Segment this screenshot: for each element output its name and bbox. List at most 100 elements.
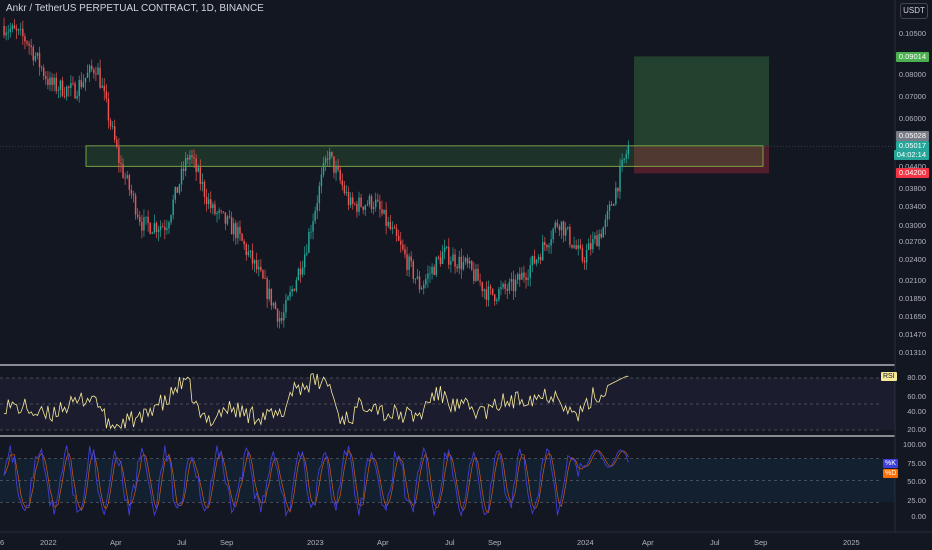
stoch-label: 0.00: [911, 512, 926, 521]
price-label: 0.07000: [898, 92, 926, 101]
candle-body: [621, 159, 623, 167]
candle-body: [542, 242, 544, 261]
candle-body: [577, 245, 579, 249]
candle-body: [53, 77, 55, 85]
candle-body: [32, 47, 35, 61]
candle-body: [335, 166, 337, 173]
countdown-tag: 04:02:14: [893, 150, 929, 160]
candle-body: [143, 217, 145, 231]
candle-body: [445, 246, 448, 248]
candle-body: [575, 245, 577, 249]
candle-body: [525, 277, 527, 280]
candle-body: [562, 221, 565, 236]
candle-body: [592, 239, 594, 250]
price-label: 0.03000: [898, 221, 926, 230]
candle-body: [383, 209, 385, 214]
candle-body: [249, 250, 252, 252]
candle-body: [20, 28, 22, 30]
candle-body: [514, 279, 517, 292]
candle-body: [377, 199, 379, 202]
currency-button[interactable]: USDT: [900, 3, 928, 19]
rsi-label: 80.00: [907, 373, 926, 382]
candle-body: [443, 247, 446, 252]
candle-body: [441, 251, 444, 265]
candle-body: [356, 203, 358, 212]
candle-body: [264, 278, 266, 279]
candle-body: [78, 80, 80, 97]
candle-body: [15, 28, 18, 31]
candle-body: [579, 245, 582, 249]
candle-body: [331, 151, 333, 157]
candle-body: [228, 216, 231, 218]
stoch-pane[interactable]: [0, 445, 895, 518]
candle-body: [397, 235, 400, 241]
candle-body: [333, 156, 335, 173]
candle-body: [101, 85, 103, 88]
candle-body: [587, 243, 590, 250]
candle-body: [324, 158, 327, 163]
candle-body: [550, 239, 552, 246]
candle-body: [80, 80, 83, 88]
candle-body: [72, 83, 74, 85]
candle-body: [345, 192, 348, 194]
time-label: Jul: [177, 538, 187, 547]
candle-body: [47, 79, 49, 85]
candle-body: [414, 278, 417, 280]
candle-body: [489, 286, 492, 289]
candle-body: [189, 155, 191, 160]
symbol-title: Ankr / TetherUS PERPETUAL CONTRACT, 1D, …: [6, 3, 264, 14]
candle-body: [567, 227, 569, 229]
candle-body: [274, 303, 277, 309]
time-label: 2025: [843, 538, 860, 547]
candle-body: [448, 246, 450, 265]
candle-body: [535, 259, 538, 264]
candle-body: [404, 249, 406, 255]
candle-body: [224, 212, 227, 224]
time-label: Apr: [377, 538, 389, 547]
candle-body: [341, 180, 344, 186]
candle-body: [278, 318, 281, 322]
candle-body: [395, 228, 398, 236]
candle-body: [42, 67, 45, 77]
candle-body: [460, 256, 463, 270]
stoch-k-badge[interactable]: %K: [883, 459, 898, 468]
position-profit-zone: [634, 56, 769, 146]
candle-body: [203, 181, 206, 197]
candle-body: [339, 170, 341, 181]
candle-body: [366, 204, 369, 206]
candle-body: [329, 151, 331, 160]
candle-body: [134, 195, 137, 215]
stop-price-tag: 0.04200: [895, 168, 929, 178]
candle-body: [548, 245, 550, 248]
candle-body: [255, 260, 258, 270]
candle-body: [230, 217, 233, 235]
candle-body: [402, 244, 404, 250]
candle-body: [521, 272, 523, 280]
rsi-badge[interactable]: RSI: [881, 372, 897, 381]
candle-body: [500, 287, 502, 290]
candle-body: [493, 294, 496, 302]
candle-body: [9, 29, 12, 32]
stoch-label: 25.00: [907, 496, 926, 505]
candle-body: [149, 223, 151, 234]
stoch-d-badge[interactable]: %D: [883, 469, 899, 478]
candle-body: [5, 32, 7, 36]
candle-body: [393, 227, 396, 229]
candle-body: [364, 205, 366, 210]
candle-body: [201, 181, 204, 184]
candle-body: [251, 250, 254, 264]
stoch-label: 50.00: [907, 477, 926, 486]
resistance-zone: [85, 145, 764, 167]
candle-body: [289, 291, 291, 297]
current-price-tag: 0.05017: [895, 141, 929, 151]
candle-body: [473, 269, 475, 281]
candle-body: [308, 231, 310, 253]
price-label: 0.01310: [898, 348, 926, 357]
price-pane[interactable]: [0, 17, 895, 329]
candle-body: [212, 204, 214, 208]
rsi-pane[interactable]: [0, 373, 895, 431]
candle-body: [210, 199, 212, 208]
candle-body: [270, 288, 273, 306]
candle-body: [606, 210, 609, 220]
